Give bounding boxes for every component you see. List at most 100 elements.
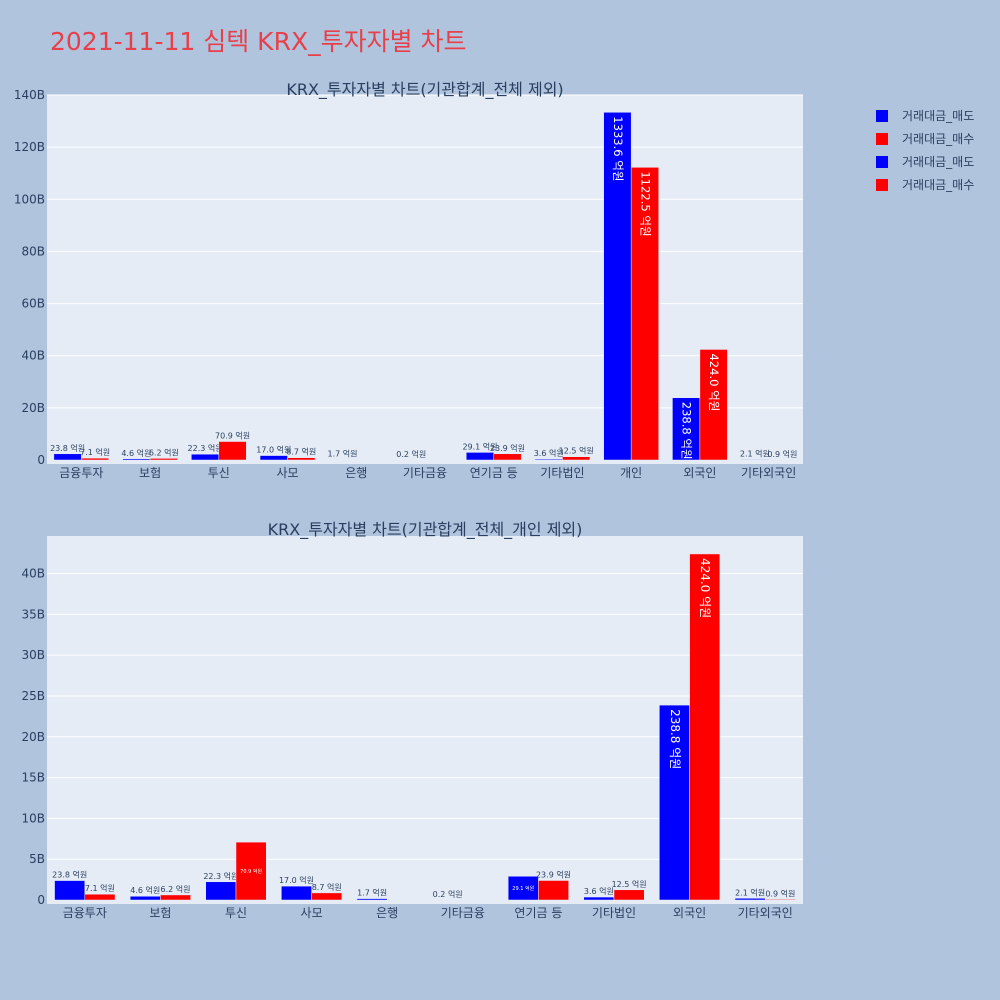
bar-label: 17.0 억원 — [256, 445, 291, 455]
bar[interactable] — [562, 456, 591, 461]
bar-label: 17.0 억원 — [279, 875, 314, 885]
bar[interactable] — [160, 894, 191, 901]
legend-swatch — [876, 155, 888, 168]
bar[interactable] — [734, 898, 766, 901]
bar[interactable] — [53, 453, 82, 461]
bar[interactable] — [613, 889, 645, 901]
bar-label: 1333.6 억원 — [611, 116, 625, 181]
bar-label: 2.1 억원 — [740, 448, 770, 458]
y-tick-label: 25B — [21, 689, 45, 703]
bar[interactable] — [603, 112, 632, 461]
y-tick-label: 40B — [21, 349, 45, 363]
bar[interactable] — [534, 458, 563, 461]
bar[interactable] — [259, 455, 288, 461]
legend-label: 거래대금_매도 — [902, 155, 975, 169]
bar-label: 0.2 억원 — [433, 889, 463, 899]
bar[interactable] — [81, 457, 110, 461]
bar-label: 22.3 억원 — [203, 871, 238, 881]
x-tick-label: 외국인 — [673, 906, 706, 920]
bar-label: 22.3 억원 — [188, 443, 223, 453]
y-tick-label: 5B — [29, 852, 45, 866]
bar-label: 4.6 억원 — [121, 448, 151, 458]
bar[interactable] — [84, 893, 116, 901]
x-tick-label: 기타법인 — [540, 466, 584, 480]
legend-item[interactable]: 거래대금_매수 — [876, 127, 974, 150]
legend-label: 거래대금_매수 — [902, 132, 975, 146]
bar[interactable] — [191, 453, 220, 461]
legend-swatch — [876, 109, 888, 122]
x-tick-label: 연기금 등 — [470, 466, 518, 480]
bar-label: 8.7 억원 — [312, 882, 342, 892]
y-tick-label: 120B — [14, 140, 45, 154]
bar[interactable] — [465, 452, 494, 461]
bar-label: 3.6 억원 — [534, 448, 564, 458]
x-tick-label: 은행 — [376, 905, 398, 920]
legend-item[interactable]: 거래대금_매도 — [876, 150, 974, 173]
bar-label: 29.1 억원 — [512, 885, 534, 892]
bar-label: 3.6 억원 — [584, 886, 614, 896]
bar[interactable] — [122, 458, 151, 461]
bar-label: 7.1 억원 — [85, 883, 115, 893]
legend-item[interactable]: 거래대금_매수 — [876, 173, 974, 196]
legend-swatch — [876, 132, 888, 145]
bar[interactable] — [356, 898, 388, 901]
legend-swatch — [876, 178, 888, 191]
x-tick-label: 금융투자 — [63, 906, 107, 920]
bar[interactable] — [659, 704, 690, 901]
bar-label: 0.2 억원 — [396, 449, 426, 459]
legend-label: 거래대금_매수 — [902, 178, 975, 192]
bar[interactable] — [149, 458, 178, 461]
bar-label: 70.9 억원 — [240, 868, 262, 875]
bar[interactable] — [54, 880, 86, 901]
bar[interactable] — [205, 881, 237, 901]
bar[interactable] — [218, 441, 247, 461]
bar[interactable] — [287, 457, 316, 461]
bar[interactable] — [689, 553, 721, 901]
x-tick-label: 보험 — [149, 906, 171, 920]
x-tick-label: 금융투자 — [59, 466, 103, 480]
y-tick-label: 30B — [21, 648, 45, 662]
x-tick-label: 개인 — [620, 466, 642, 480]
bar[interactable] — [281, 885, 312, 901]
bar-label: 23.9 억원 — [536, 869, 571, 879]
x-tick-label: 기타외국인 — [738, 906, 793, 920]
page-title: 2021-11-11 심텍 KRX_투자자별 차트 — [50, 27, 467, 56]
bar[interactable] — [630, 167, 659, 461]
bar-label: 23.8 억원 — [52, 870, 87, 880]
bar[interactable] — [583, 896, 615, 901]
bar[interactable] — [764, 899, 796, 901]
y-tick-label: 10B — [21, 811, 45, 825]
bar-label: 4.6 억원 — [130, 885, 160, 895]
bar[interactable] — [740, 459, 769, 461]
x-tick-label: 보험 — [139, 466, 161, 480]
bar-label: 29.1 억원 — [462, 441, 497, 451]
bar-label: 424.0 억원 — [698, 558, 712, 618]
y-tick-label: 15B — [21, 771, 45, 785]
chart-title: KRX_투자자별 차트(기관합계_전체_개인 제외) — [268, 520, 583, 540]
x-tick-label: 사모 — [301, 906, 323, 920]
y-tick-label: 35B — [21, 607, 45, 621]
bar-label: 1.7 억원 — [357, 888, 387, 898]
x-tick-label: 기타금융 — [403, 466, 447, 480]
x-tick-label: 사모 — [276, 466, 298, 480]
legend-item[interactable]: 거래대금_매도 — [876, 104, 974, 127]
bar[interactable] — [699, 349, 728, 461]
bar-label: 8.7 억원 — [286, 447, 316, 457]
bar-label: 0.9 억원 — [765, 888, 795, 898]
bar[interactable] — [129, 895, 161, 901]
bar-label: 7.1 억원 — [80, 447, 110, 457]
bar-label: 70.9 억원 — [215, 431, 250, 441]
x-tick-label: 투신 — [208, 466, 230, 480]
bar-label: 23.9 억원 — [490, 443, 525, 453]
bar-label: 12.5 억원 — [559, 446, 594, 456]
bar[interactable] — [493, 453, 522, 461]
bar[interactable] — [538, 880, 569, 901]
bar[interactable] — [311, 892, 343, 901]
bar[interactable] — [235, 841, 267, 901]
y-tick-label: 0 — [37, 893, 45, 907]
y-tick-label: 40B — [21, 567, 45, 581]
x-tick-label: 기타법인 — [592, 906, 636, 920]
y-tick-label: 20B — [21, 401, 45, 415]
bar[interactable] — [672, 397, 701, 461]
bar-label: 1.7 억원 — [328, 449, 358, 459]
